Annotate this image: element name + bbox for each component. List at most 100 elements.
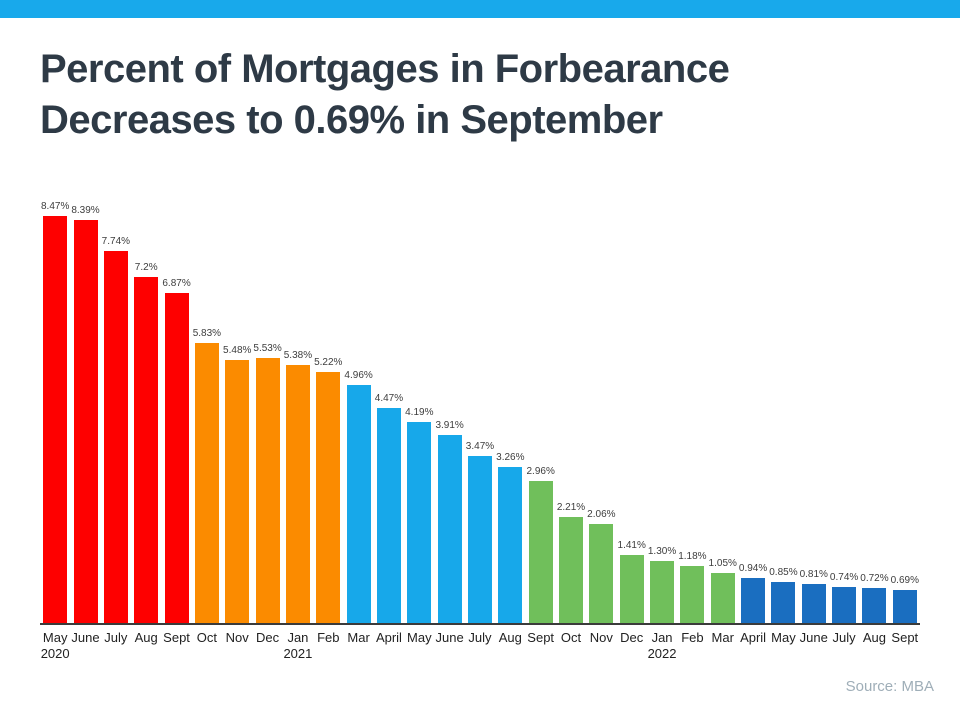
x-tick: Sept — [526, 630, 556, 662]
x-axis-labels: May 2020 June July Aug Sept Oct Nov Dec Jan 2021 Fe… — [40, 630, 920, 662]
x-tick: Dec — [252, 630, 282, 662]
bar-value-label: 0.72% — [860, 573, 889, 584]
x-tick-month: Dec — [256, 630, 280, 645]
x-tick: June — [70, 630, 100, 662]
x-tick-month: Mar — [711, 630, 734, 645]
x-tick-month: Aug — [498, 630, 522, 645]
x-tick: Oct — [556, 630, 586, 662]
bars-row: 8.47% 8.39% 7.74% 7.2% 6.87% 5.83% 5.48% 5.53% 5… — [40, 193, 920, 625]
bar-slot: 3.91% — [434, 421, 464, 623]
bar-value-label: 1.41% — [617, 540, 646, 551]
x-tick: Dec — [617, 630, 647, 662]
bar — [316, 372, 341, 623]
x-tick-month: June — [799, 630, 828, 645]
x-tick: Feb — [677, 630, 707, 662]
bar-value-label: 0.85% — [769, 567, 798, 578]
page-title-line1: Percent of Mortgages in Forbearance — [40, 47, 730, 91]
x-tick: Nov — [586, 630, 616, 662]
x-tick-month: Sept — [527, 630, 555, 645]
bar-slot: 1.18% — [677, 552, 707, 623]
bar-value-label: 5.38% — [283, 350, 313, 361]
x-tick-month: Dec — [620, 630, 644, 645]
bar-value-label: 0.94% — [738, 563, 768, 574]
bar — [164, 293, 189, 623]
bar — [801, 584, 826, 623]
bar-value-label: 5.48% — [223, 345, 252, 356]
top-accent-banner — [0, 0, 960, 18]
x-tick-month: May — [407, 630, 432, 645]
bar-value-label: 7.74% — [101, 236, 131, 247]
x-tick: April — [374, 630, 404, 662]
bar-slot: 0.72% — [859, 574, 889, 623]
x-tick-month: Aug — [134, 630, 158, 645]
x-tick-month: May — [771, 630, 796, 645]
bar — [862, 588, 887, 623]
bar-slot: 1.05% — [708, 559, 738, 623]
x-tick-month: Aug — [862, 630, 887, 645]
bar — [467, 456, 492, 623]
bar-value-label: 0.81% — [799, 569, 828, 580]
x-tick-month: July — [104, 630, 128, 645]
bar — [710, 573, 735, 623]
x-tick-month: Sept — [163, 630, 190, 645]
bar — [376, 408, 401, 623]
x-tick-month: May — [42, 630, 68, 645]
bar-value-label: 3.47% — [465, 441, 495, 452]
bar — [225, 360, 250, 623]
bar — [741, 578, 766, 623]
bar-slot: 2.21% — [556, 503, 586, 623]
bar — [407, 422, 432, 623]
bar-value-label: 4.96% — [344, 370, 373, 381]
bar — [437, 435, 462, 623]
bar-slot: 8.39% — [70, 206, 100, 623]
bar-value-label: 2.06% — [587, 509, 616, 520]
x-tick-month: July — [832, 630, 856, 645]
x-tick-month: Nov — [589, 630, 613, 645]
bar — [134, 277, 159, 623]
x-tick: Nov — [222, 630, 252, 662]
bar — [255, 358, 280, 623]
bar-slot: 2.06% — [586, 510, 616, 623]
bar — [43, 216, 68, 623]
bar-slot: 0.74% — [829, 573, 859, 623]
bar-value-label: 1.18% — [678, 551, 707, 562]
bar-slot: 5.22% — [313, 358, 343, 623]
bar-slot: 6.87% — [161, 279, 191, 623]
bar-slot: 3.47% — [465, 442, 495, 623]
x-tick: July — [829, 630, 859, 662]
bar-value-label: 0.69% — [890, 575, 919, 586]
x-tick-month: Nov — [225, 630, 249, 645]
x-tick-month: April — [375, 630, 402, 645]
bar-slot: 7.74% — [101, 237, 131, 623]
x-tick-month: Oct — [560, 630, 582, 645]
bar-value-label: 5.22% — [314, 357, 343, 368]
x-tick-month: Jan — [651, 630, 673, 645]
bar-slot: 8.47% — [40, 202, 70, 623]
bar — [589, 524, 614, 623]
x-tick-year: 2021 — [283, 646, 313, 661]
bar-value-label: 4.47% — [374, 393, 404, 404]
x-tick: July — [465, 630, 495, 662]
bar-slot: 5.83% — [192, 329, 222, 623]
x-tick-month: June — [71, 630, 100, 645]
bar-slot: 5.48% — [222, 346, 252, 623]
x-tick-year: 2022 — [647, 646, 677, 661]
bar-slot: 1.30% — [647, 547, 677, 623]
bar-value-label: 2.96% — [526, 466, 555, 477]
x-tick: Aug — [131, 630, 161, 662]
x-tick-year: 2020 — [40, 646, 70, 661]
x-tick-month: Mar — [347, 630, 370, 645]
bar-value-label: 5.83% — [192, 328, 222, 339]
bar-value-label: 5.53% — [253, 343, 282, 354]
bar-slot: 7.2% — [131, 263, 161, 623]
x-tick: Sept — [161, 630, 191, 662]
bar-slot: 0.81% — [799, 570, 829, 623]
bar-slot: 4.19% — [404, 408, 434, 623]
bar — [771, 582, 796, 623]
x-tick-month: June — [435, 630, 464, 645]
x-tick: April — [738, 630, 768, 662]
x-tick: Mar — [708, 630, 738, 662]
bar-slot: 4.47% — [374, 394, 404, 623]
bar-value-label: 1.30% — [647, 546, 677, 557]
bar-value-label: 8.39% — [71, 205, 100, 216]
